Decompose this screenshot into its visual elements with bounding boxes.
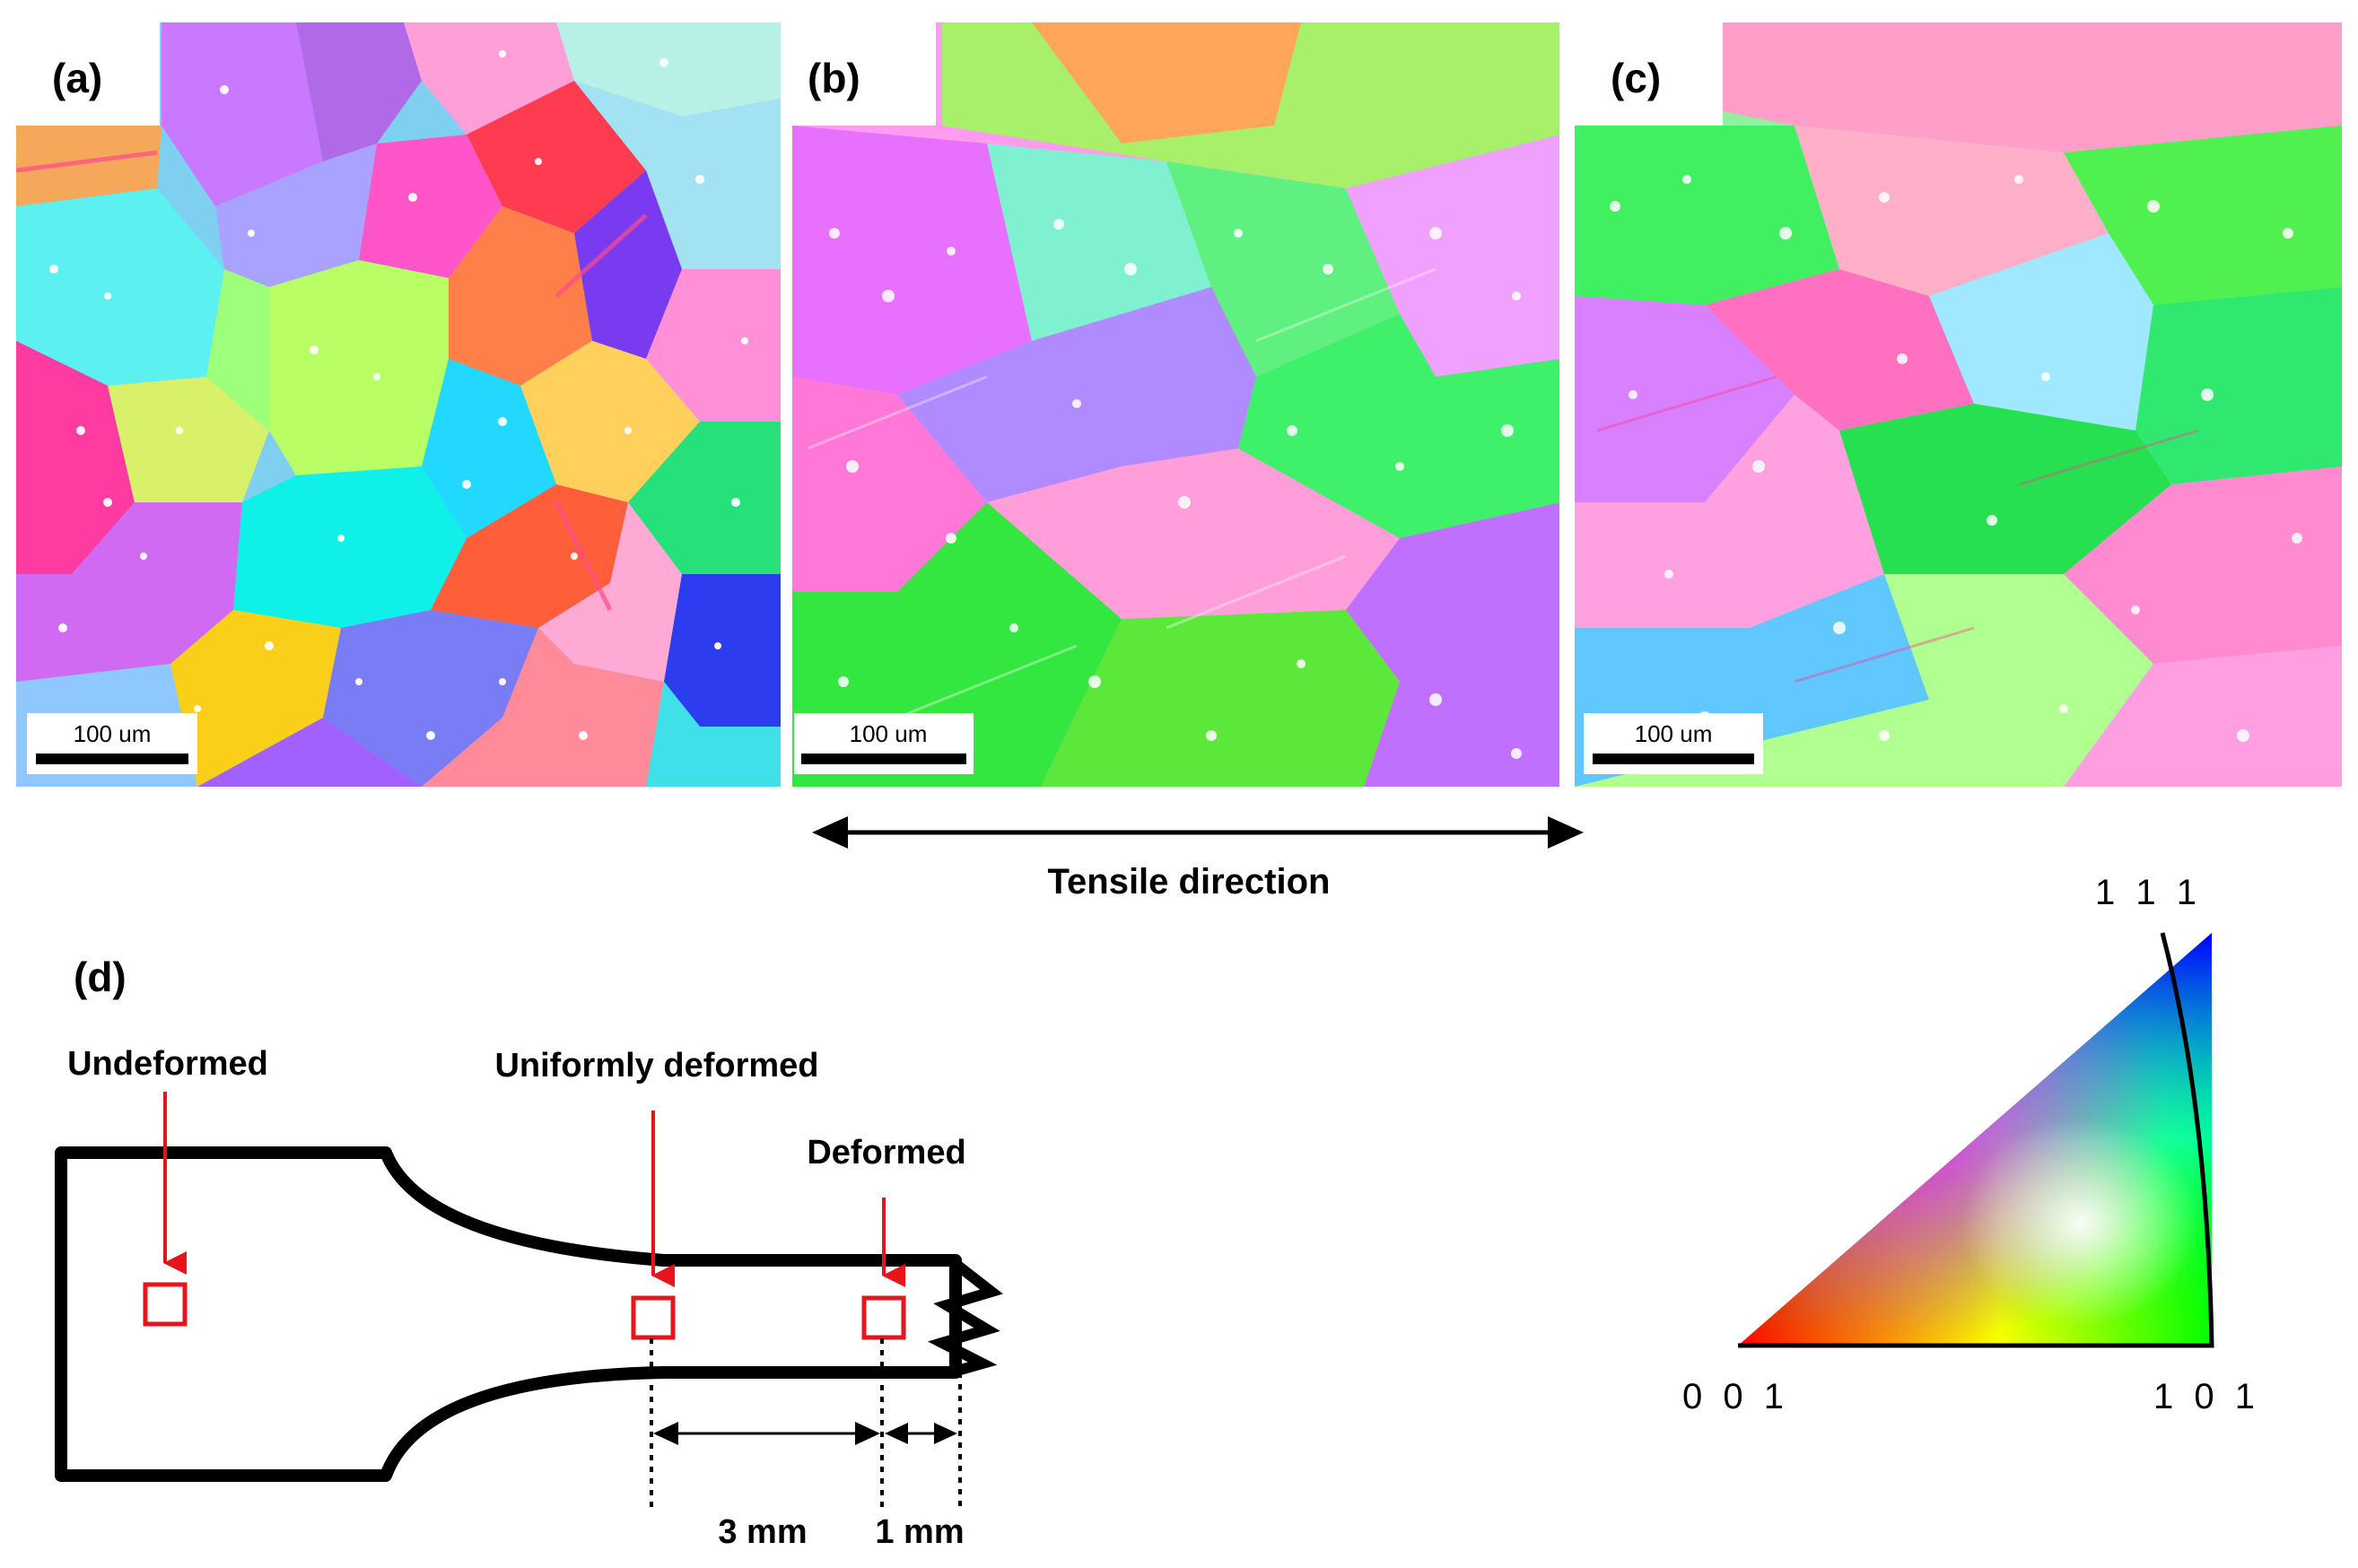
panel-label-a: (a) [52, 55, 102, 101]
panel-label-box-c [1575, 22, 1723, 126]
ipf-color-key: 0 0 1 1 0 1 1 1 1 [1682, 873, 2260, 1416]
dimension-1mm: 1 mm [875, 1513, 964, 1551]
ipf-corner-101: 1 0 1 [2153, 1377, 2260, 1416]
tensile-direction-arrow [812, 816, 1584, 849]
panel-label-box-a [16, 22, 160, 126]
region-uniformly-deformed-label: Uniformly deformed [494, 1047, 818, 1085]
dimension-3mm: 3 mm [718, 1513, 807, 1551]
marker-deformed [861, 1295, 906, 1340]
ebsd-map-b [792, 22, 1559, 787]
scale-bar-label-c: 100 um [1635, 720, 1713, 747]
panel-label-d: (d) [74, 954, 127, 1000]
tensile-direction-label: Tensile direction [1048, 862, 1331, 902]
scale-bar-label-a: 100 um [74, 720, 152, 747]
region-undeformed-label: Undeformed [67, 1045, 268, 1083]
region-undeformed: Undeformed [67, 1045, 268, 1327]
scale-bar-b: 100 um [794, 713, 974, 774]
specimen-outline [55, 1146, 962, 1482]
region-uniformly-deformed: Uniformly deformed [494, 1047, 819, 1340]
panel-label-c: (c) [1611, 55, 1661, 101]
scale-bar-c: 100 um [1584, 713, 1763, 774]
marker-uniformly-deformed [631, 1295, 676, 1340]
fracture-edge [927, 1256, 1003, 1378]
region-deformed-label: Deformed [807, 1134, 965, 1172]
ebsd-map-a [16, 22, 781, 787]
scale-bar-label-b: 100 um [850, 720, 928, 747]
scale-bar-a: 100 um [27, 713, 197, 774]
ipf-corner-001: 0 0 1 [1682, 1377, 1789, 1416]
panel-label-b: (b) [808, 55, 860, 101]
dimension-lines [650, 1338, 962, 1507]
panel-label-box-b [792, 22, 936, 126]
region-deformed: Deformed [807, 1134, 966, 1340]
marker-undeformed [143, 1282, 188, 1327]
ipf-corner-111: 1 1 1 [2095, 873, 2202, 912]
ebsd-map-c [1575, 22, 2342, 787]
